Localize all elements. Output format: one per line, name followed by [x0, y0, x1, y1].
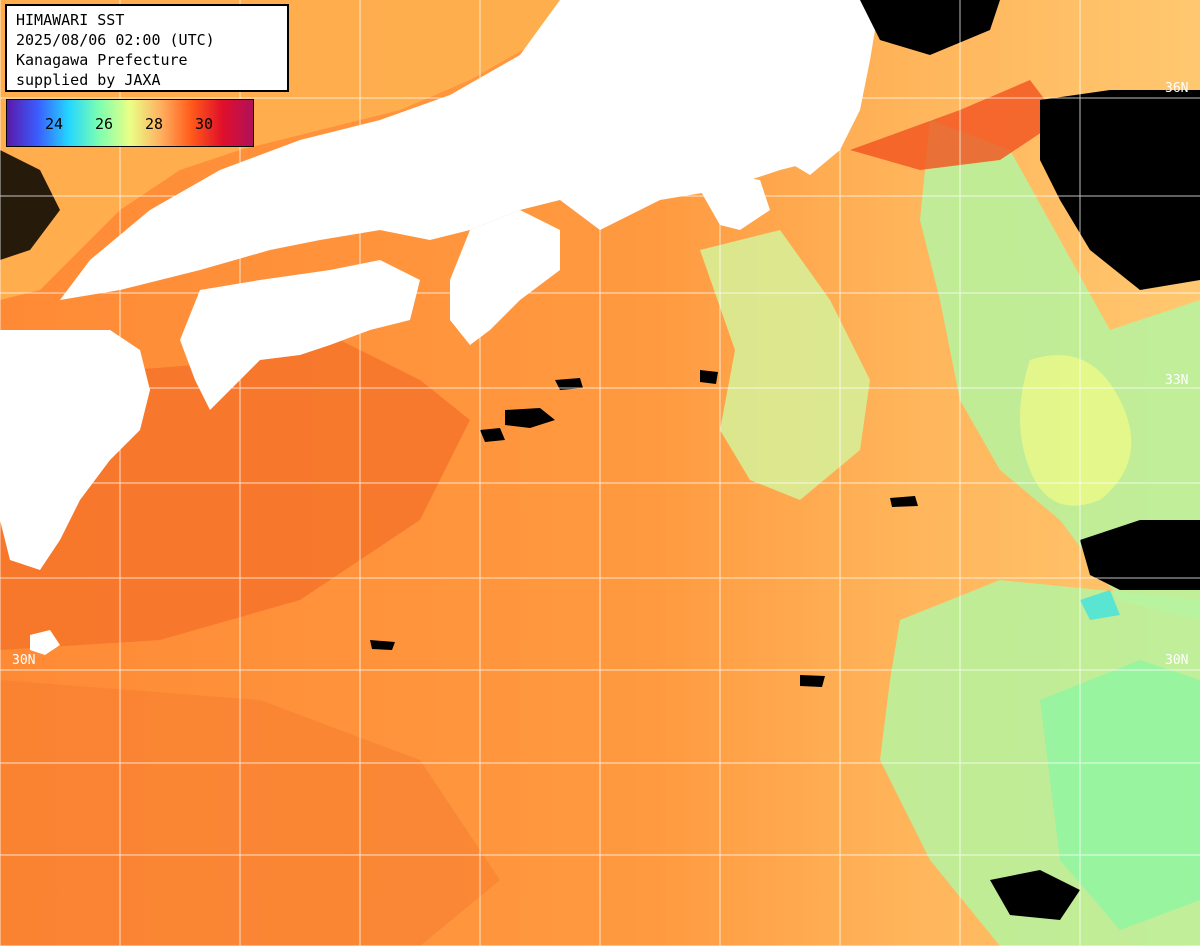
map-credit: supplied by JAXA [16, 71, 161, 89]
lat-label-30n-left: 30N [12, 653, 36, 668]
colorbar-tick-26: 26 [95, 115, 114, 133]
no-data-patch-3 [555, 378, 583, 390]
no-data-patch-5 [700, 370, 718, 384]
no-data-patch-4 [890, 496, 918, 507]
map-region: Kanagawa Prefecture [16, 51, 188, 69]
kuroshio-warm-ribbon [850, 80, 1060, 170]
map-datetime: 2025/08/06 02:00 (UTC) [16, 31, 215, 49]
map-title: HIMAWARI SST [16, 11, 125, 29]
no-data-northwest [0, 150, 60, 260]
no-data-north-strip [860, 0, 1000, 55]
colorbar-tick-30: 30 [195, 115, 214, 133]
map-info-box: HIMAWARI SST 2025/08/06 02:00 (UTC) Kana… [5, 4, 289, 92]
land-tanegashima [30, 630, 60, 655]
cool-water-cyan-patch [1080, 590, 1120, 620]
colorbar-tick-28: 28 [145, 115, 164, 133]
lat-label-30n-right: 30N [1165, 653, 1189, 668]
lat-label-33n: 33N [1165, 373, 1189, 388]
no-data-southeast [990, 870, 1080, 920]
cool-water-eddy [700, 230, 870, 500]
land-izu-peninsula [700, 175, 770, 230]
no-data-patch-7 [370, 640, 395, 650]
no-data-patch-2 [480, 428, 505, 442]
no-data-east-mid [1080, 520, 1200, 590]
colorbar-tick-24: 24 [45, 115, 64, 133]
land-kanto [780, 0, 880, 175]
lat-label-33-left: 33 [12, 373, 28, 388]
land-kyushu [0, 330, 150, 570]
no-data-patch-1 [505, 408, 555, 428]
sea-warm-south [0, 680, 500, 946]
no-data-patch-6 [800, 675, 825, 687]
land-honshu-west-white [60, 0, 860, 300]
land-kii-peninsula [450, 210, 560, 345]
lat-label-36n: 36N [1165, 81, 1189, 96]
cool-water-swirl [1020, 355, 1132, 506]
temperature-colorbar: 24 26 28 30 [6, 99, 254, 147]
